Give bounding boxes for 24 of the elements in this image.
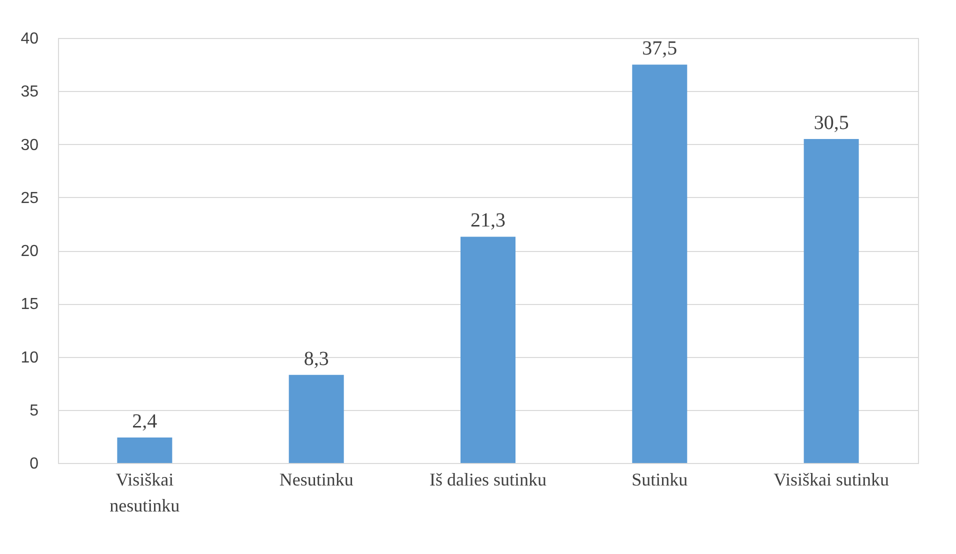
bar [804,138,859,463]
x-tick-label: Sutinku [632,470,688,490]
x-tick-label: Visiškai nesutinku [110,470,180,516]
bar [632,64,688,463]
data-label: 30,5 [814,112,849,134]
y-tick-label: 30 [20,136,39,154]
data-label: 21,3 [470,210,506,232]
x-tick-label: Visiškai sutinku [774,470,890,490]
y-tick-label: 15 [20,296,39,314]
y-tick-label: 35 [20,84,39,101]
y-tick-label: 25 [20,190,39,207]
y-tick-label: 40 [20,30,39,48]
bar [288,374,344,463]
y-tick-label: 10 [20,349,39,366]
y-tick-label: 0 [30,456,39,472]
data-label: 37,5 [642,38,678,60]
bar [460,236,516,463]
data-label: 2,4 [132,410,158,432]
y-tick-label: 20 [20,243,39,260]
y-tick-label: 5 [30,402,39,420]
data-label: 8,3 [304,348,329,370]
x-tick-label: Iš dalies sutinku [430,470,546,490]
x-tick-label: Nesutinku [279,470,354,490]
bar [117,438,172,463]
